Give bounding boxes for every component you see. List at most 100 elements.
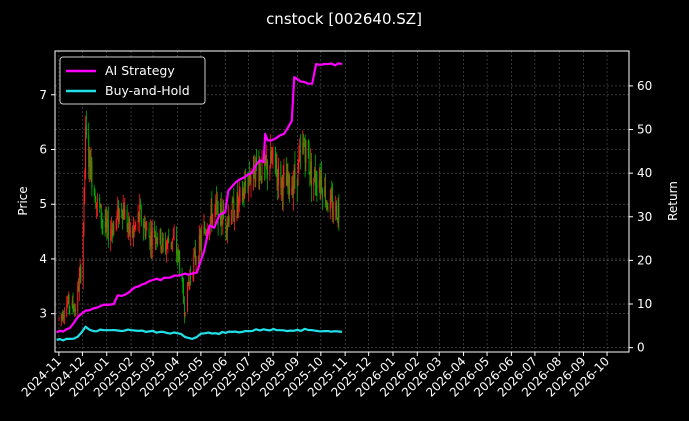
price-candle bbox=[266, 161, 268, 164]
price-candle bbox=[80, 268, 82, 280]
price-candle bbox=[226, 228, 228, 232]
price-candle bbox=[281, 179, 283, 197]
price-candle bbox=[129, 229, 131, 234]
price-candle bbox=[161, 246, 163, 249]
price-candle bbox=[248, 175, 250, 189]
price-candle bbox=[211, 204, 213, 225]
price-candle bbox=[150, 231, 152, 246]
price-candle bbox=[287, 174, 289, 185]
price-candle bbox=[308, 157, 310, 172]
price-candle bbox=[145, 229, 147, 237]
price-candle bbox=[230, 218, 232, 225]
price-candle bbox=[115, 219, 117, 226]
price-candle bbox=[259, 167, 261, 181]
price-candle bbox=[107, 219, 109, 241]
price-candle bbox=[326, 202, 328, 208]
price-candle bbox=[278, 164, 279, 185]
price-candle bbox=[122, 208, 124, 219]
price-candle bbox=[89, 150, 90, 168]
price-candle bbox=[216, 202, 218, 205]
price-candle bbox=[144, 223, 146, 237]
price-candle bbox=[277, 170, 279, 185]
price-candle bbox=[138, 212, 140, 221]
price-candle bbox=[238, 197, 239, 207]
price-candle bbox=[176, 237, 177, 255]
price-candle bbox=[82, 231, 84, 280]
price-candle bbox=[73, 308, 75, 312]
price-candle bbox=[195, 259, 197, 261]
price-candle bbox=[83, 187, 85, 232]
price-candle bbox=[160, 229, 162, 249]
price-candle bbox=[96, 202, 98, 208]
price-candle bbox=[282, 174, 284, 197]
price-candle bbox=[63, 315, 65, 319]
price-candle bbox=[58, 318, 60, 320]
price-tick-label: 3 bbox=[39, 307, 47, 321]
price-candle bbox=[313, 178, 315, 186]
plot-frame bbox=[54, 50, 630, 353]
return-lines bbox=[56, 62, 343, 342]
price-candle bbox=[285, 172, 287, 186]
price-candle bbox=[332, 212, 334, 215]
price-candle bbox=[232, 200, 234, 202]
price-candle bbox=[165, 246, 167, 252]
price-candle bbox=[91, 161, 93, 189]
price-candle bbox=[95, 202, 97, 208]
price-candle bbox=[280, 164, 282, 188]
price-candle bbox=[330, 195, 332, 198]
price-candle bbox=[151, 228, 153, 247]
return-tick-label: 10 bbox=[637, 297, 652, 311]
price-candle bbox=[128, 217, 130, 227]
legend-label-ai-strategy: AI Strategy bbox=[105, 63, 175, 78]
price-candle bbox=[74, 308, 76, 312]
price-candle bbox=[181, 274, 183, 280]
price-candle bbox=[79, 268, 81, 277]
price-candle bbox=[117, 205, 119, 214]
price-candle bbox=[265, 155, 267, 164]
price-candle bbox=[127, 226, 129, 229]
price-candle bbox=[215, 199, 217, 207]
price-candle bbox=[321, 190, 323, 197]
price-candle bbox=[85, 126, 87, 171]
price-candle bbox=[335, 202, 337, 213]
price-candle bbox=[238, 191, 240, 198]
price-candle bbox=[179, 256, 181, 275]
price-candle bbox=[159, 229, 161, 241]
price-candle bbox=[307, 140, 309, 158]
price-candle bbox=[187, 282, 188, 313]
price-candle bbox=[172, 238, 174, 242]
price-candle bbox=[296, 178, 298, 186]
price-candle bbox=[336, 219, 338, 220]
legend: AI Strategy Buy-and-Hold bbox=[59, 56, 206, 105]
price-candle bbox=[177, 250, 179, 257]
price-candle bbox=[225, 217, 227, 229]
price-candle bbox=[276, 170, 278, 176]
price-candle bbox=[107, 219, 108, 227]
price-candle bbox=[78, 285, 79, 291]
price-tick-label: 7 bbox=[39, 88, 47, 102]
price-candle bbox=[309, 171, 311, 176]
price-candle bbox=[314, 169, 316, 179]
price-candle bbox=[162, 237, 164, 243]
return-tick-label: 20 bbox=[637, 253, 652, 267]
price-candle bbox=[329, 197, 331, 212]
price-candle bbox=[325, 186, 326, 204]
price-candle bbox=[205, 233, 207, 234]
price-candle bbox=[320, 175, 322, 186]
price-candle bbox=[255, 157, 257, 182]
price-candle bbox=[303, 144, 305, 146]
price-candle bbox=[167, 238, 169, 244]
price-candle bbox=[168, 238, 170, 243]
price-candle bbox=[140, 204, 141, 209]
price-candle bbox=[204, 226, 206, 232]
price-candle bbox=[111, 229, 113, 231]
price-tick-label: 4 bbox=[39, 252, 47, 266]
price-candle bbox=[176, 254, 178, 257]
price-tick-label: 5 bbox=[39, 197, 47, 211]
price-candle bbox=[102, 220, 104, 223]
price-candle bbox=[67, 301, 68, 306]
price-candle bbox=[272, 147, 274, 157]
price-candle bbox=[293, 168, 295, 184]
price-candle bbox=[106, 218, 108, 227]
price-candle bbox=[171, 241, 173, 243]
